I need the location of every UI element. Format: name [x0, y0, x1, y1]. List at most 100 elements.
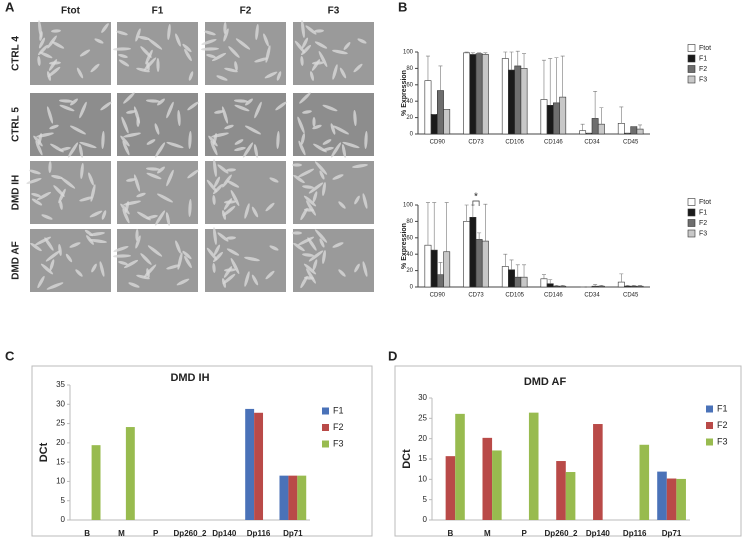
cell — [133, 106, 141, 124]
bar — [475, 53, 483, 135]
bar — [437, 274, 444, 288]
cell — [213, 176, 221, 188]
legend-swatch — [687, 44, 696, 52]
bar — [591, 118, 599, 135]
cell — [213, 159, 217, 177]
cell — [230, 257, 240, 275]
error-bar — [425, 55, 430, 81]
cell — [146, 268, 150, 278]
bar — [469, 217, 477, 288]
row-header: DMD AF — [11, 241, 22, 280]
cell — [234, 104, 250, 112]
x-tick-label: M — [118, 529, 125, 538]
cell — [146, 61, 150, 71]
cell — [147, 245, 163, 257]
x-tick-label: Dp116 — [247, 529, 271, 538]
error-bar — [470, 52, 475, 55]
cell — [122, 140, 130, 156]
cell — [208, 135, 218, 147]
y-axis-label: % Expression — [401, 70, 408, 116]
legend-label: Ftot — [699, 199, 711, 206]
cell — [146, 172, 162, 180]
cell — [206, 247, 218, 261]
cell — [293, 242, 305, 252]
cell — [58, 188, 66, 204]
x-tick-label: CD34 — [584, 293, 600, 299]
bar — [288, 475, 298, 520]
bar — [430, 114, 438, 135]
cell — [89, 231, 105, 237]
cell — [123, 92, 135, 104]
cell — [293, 174, 305, 184]
y-tick-label: 25 — [56, 419, 65, 428]
micrograph — [117, 22, 198, 85]
cell — [135, 229, 139, 241]
cell — [354, 263, 360, 273]
cell — [235, 38, 251, 50]
cell — [39, 51, 53, 59]
cell — [308, 250, 324, 262]
cell — [254, 101, 262, 119]
cell — [342, 141, 360, 149]
cell — [48, 161, 52, 173]
row-header: CTRL 5 — [11, 107, 22, 142]
y-tick-label: 10 — [56, 477, 65, 486]
bar — [254, 412, 264, 520]
error-bar — [464, 51, 469, 53]
cell — [188, 199, 192, 217]
bar — [501, 58, 509, 135]
cell — [306, 268, 316, 284]
cell — [182, 250, 192, 260]
error-bar — [515, 50, 520, 66]
y-tick-label: 0 — [410, 132, 414, 138]
bar — [245, 408, 255, 520]
cell — [332, 49, 348, 55]
cell — [75, 269, 83, 277]
bar — [591, 285, 599, 288]
legend-label: F1 — [699, 55, 707, 62]
cell — [222, 205, 236, 217]
cell — [297, 168, 315, 178]
bar — [520, 68, 528, 135]
x-tick-label: CD146 — [544, 140, 563, 146]
y-tick-label: 100 — [403, 50, 414, 56]
cell — [29, 169, 41, 175]
error-bar — [638, 124, 643, 130]
error-bar — [438, 65, 443, 91]
cell — [65, 253, 73, 263]
error-bar — [548, 58, 553, 106]
bar — [455, 413, 465, 520]
error-bar — [560, 285, 565, 287]
bar — [482, 437, 493, 520]
y-tick-label: 60 — [406, 82, 413, 88]
bar — [520, 276, 528, 288]
cell — [253, 144, 259, 158]
cell — [51, 29, 61, 33]
bar — [597, 285, 605, 288]
cell — [118, 53, 128, 59]
cell — [298, 140, 306, 156]
bar — [540, 99, 548, 135]
annotation: * — [474, 192, 478, 203]
bar — [593, 424, 603, 520]
x-tick-label: Dp260_2 — [545, 529, 578, 538]
bar — [559, 285, 567, 288]
cell — [146, 99, 160, 103]
cell — [217, 164, 229, 174]
x-tick-label: P — [521, 529, 527, 538]
cell — [44, 237, 54, 251]
cell — [211, 52, 227, 62]
cell — [58, 244, 62, 256]
bar — [540, 278, 548, 288]
cell — [37, 56, 41, 66]
cell — [226, 180, 240, 188]
x-tick-label: CD45 — [623, 140, 639, 146]
cell — [302, 110, 312, 114]
cell — [113, 245, 129, 253]
cell — [276, 131, 280, 149]
cell — [157, 98, 165, 106]
bar — [514, 65, 522, 135]
cell — [31, 192, 41, 198]
bar — [279, 475, 289, 520]
cell — [69, 242, 81, 248]
